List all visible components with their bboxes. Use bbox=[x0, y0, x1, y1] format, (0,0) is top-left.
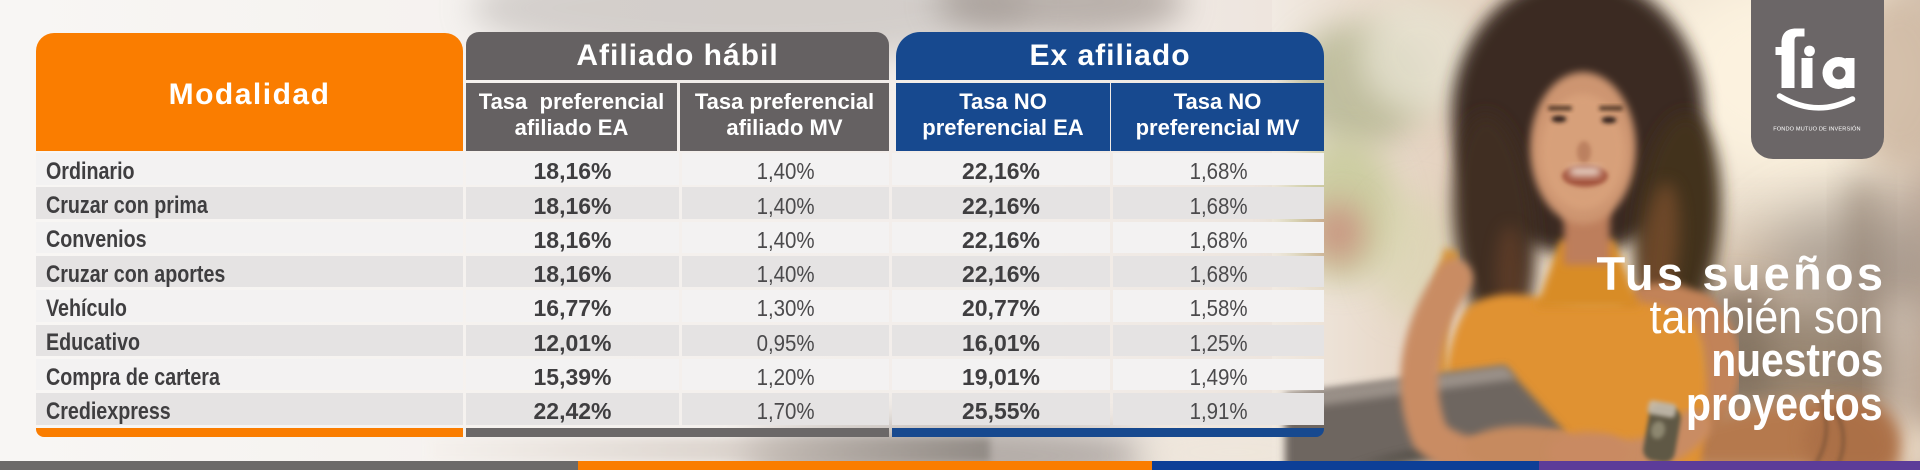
svg-text:FONDO MUTUO DE INVERSIÓN: FONDO MUTUO DE INVERSIÓN bbox=[1773, 126, 1861, 133]
